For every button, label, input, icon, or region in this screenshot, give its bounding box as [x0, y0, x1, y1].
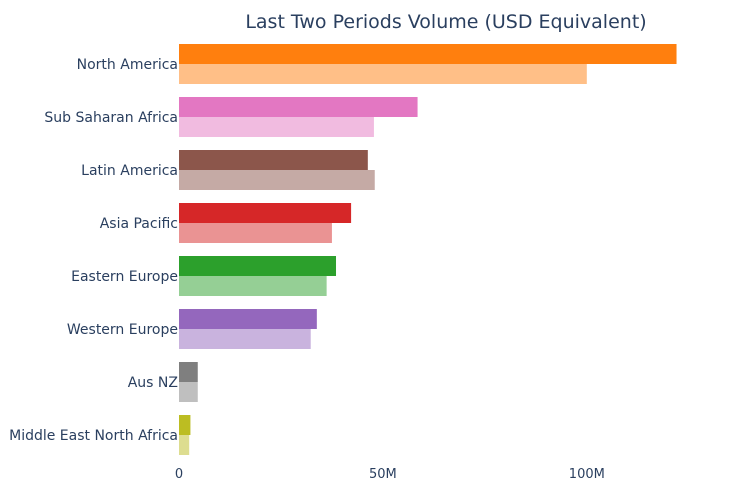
category-label: Latin America	[81, 163, 178, 179]
bar-north-america-period-2	[179, 64, 587, 84]
x-tick-label: 0	[175, 467, 183, 482]
bars-layer	[179, 44, 677, 455]
bar-western-europe-period-2	[179, 329, 311, 349]
bar-western-europe-period-1	[179, 309, 317, 329]
category-label: Middle East North Africa	[9, 428, 178, 444]
bar-sub-saharan-africa-period-1	[179, 97, 418, 117]
bar-middle-east-north-africa-period-1	[179, 415, 191, 435]
bar-middle-east-north-africa-period-2	[179, 435, 190, 455]
x-tick-label: 100M	[569, 467, 605, 482]
bar-latin-america-period-1	[179, 150, 368, 170]
category-label: Asia Pacific	[100, 216, 178, 232]
bar-eastern-europe-period-1	[179, 256, 337, 276]
chart-title: Last Two Periods Volume (USD Equivalent)	[245, 11, 646, 33]
bar-aus-nz-period-2	[179, 382, 198, 402]
bar-sub-saharan-africa-period-2	[179, 117, 374, 137]
category-label: Eastern Europe	[71, 269, 178, 285]
category-label: Western Europe	[67, 322, 178, 338]
bar-north-america-period-1	[179, 44, 677, 64]
x-tick-label: 50M	[369, 467, 397, 482]
bar-asia-pacific-period-1	[179, 203, 352, 223]
category-label: North America	[77, 57, 178, 73]
bar-latin-america-period-2	[179, 170, 375, 190]
category-label: Sub Saharan Africa	[44, 110, 178, 126]
bar-aus-nz-period-1	[179, 362, 198, 382]
x-axis-ticks: 0 50M 100M	[175, 467, 605, 482]
category-labels: North America Sub Saharan Africa Latin Ame…	[9, 57, 178, 444]
category-label: Aus NZ	[128, 375, 178, 391]
bar-eastern-europe-period-2	[179, 276, 327, 296]
bar-asia-pacific-period-2	[179, 223, 332, 243]
